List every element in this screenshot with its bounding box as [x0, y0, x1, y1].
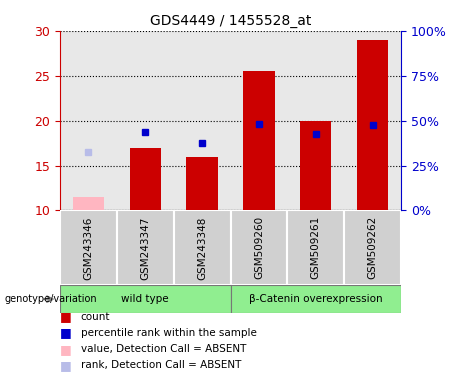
Bar [230, 285, 401, 313]
Text: β-Catenin overexpression: β-Catenin overexpression [249, 294, 383, 304]
Text: ■: ■ [60, 310, 71, 323]
Bar [73, 197, 104, 210]
Bar [60, 210, 117, 285]
Text: ■: ■ [60, 359, 71, 372]
Bar [60, 285, 230, 313]
Text: GSM509260: GSM509260 [254, 216, 264, 280]
Text: GSM243348: GSM243348 [197, 216, 207, 280]
Bar [243, 71, 275, 210]
Text: ■: ■ [60, 343, 71, 356]
Bar [357, 40, 388, 210]
Bar [230, 210, 287, 285]
Bar [117, 210, 174, 285]
Text: value, Detection Call = ABSENT: value, Detection Call = ABSENT [81, 344, 246, 354]
Bar [186, 157, 218, 210]
Bar [130, 147, 161, 210]
Text: GSM243346: GSM243346 [83, 216, 94, 280]
Text: rank, Detection Call = ABSENT: rank, Detection Call = ABSENT [81, 360, 241, 370]
Text: genotype/variation: genotype/variation [5, 294, 97, 304]
Text: count: count [81, 312, 110, 322]
Bar [287, 210, 344, 285]
Text: GSM509262: GSM509262 [367, 216, 378, 280]
Text: percentile rank within the sample: percentile rank within the sample [81, 328, 257, 338]
Text: GSM243347: GSM243347 [140, 216, 150, 280]
Text: wild type: wild type [121, 294, 169, 304]
Text: ■: ■ [60, 326, 71, 339]
Text: GSM509261: GSM509261 [311, 216, 321, 280]
Bar [174, 210, 230, 285]
Bar [344, 210, 401, 285]
Bar [300, 121, 331, 210]
Title: GDS4449 / 1455528_at: GDS4449 / 1455528_at [150, 14, 311, 28]
